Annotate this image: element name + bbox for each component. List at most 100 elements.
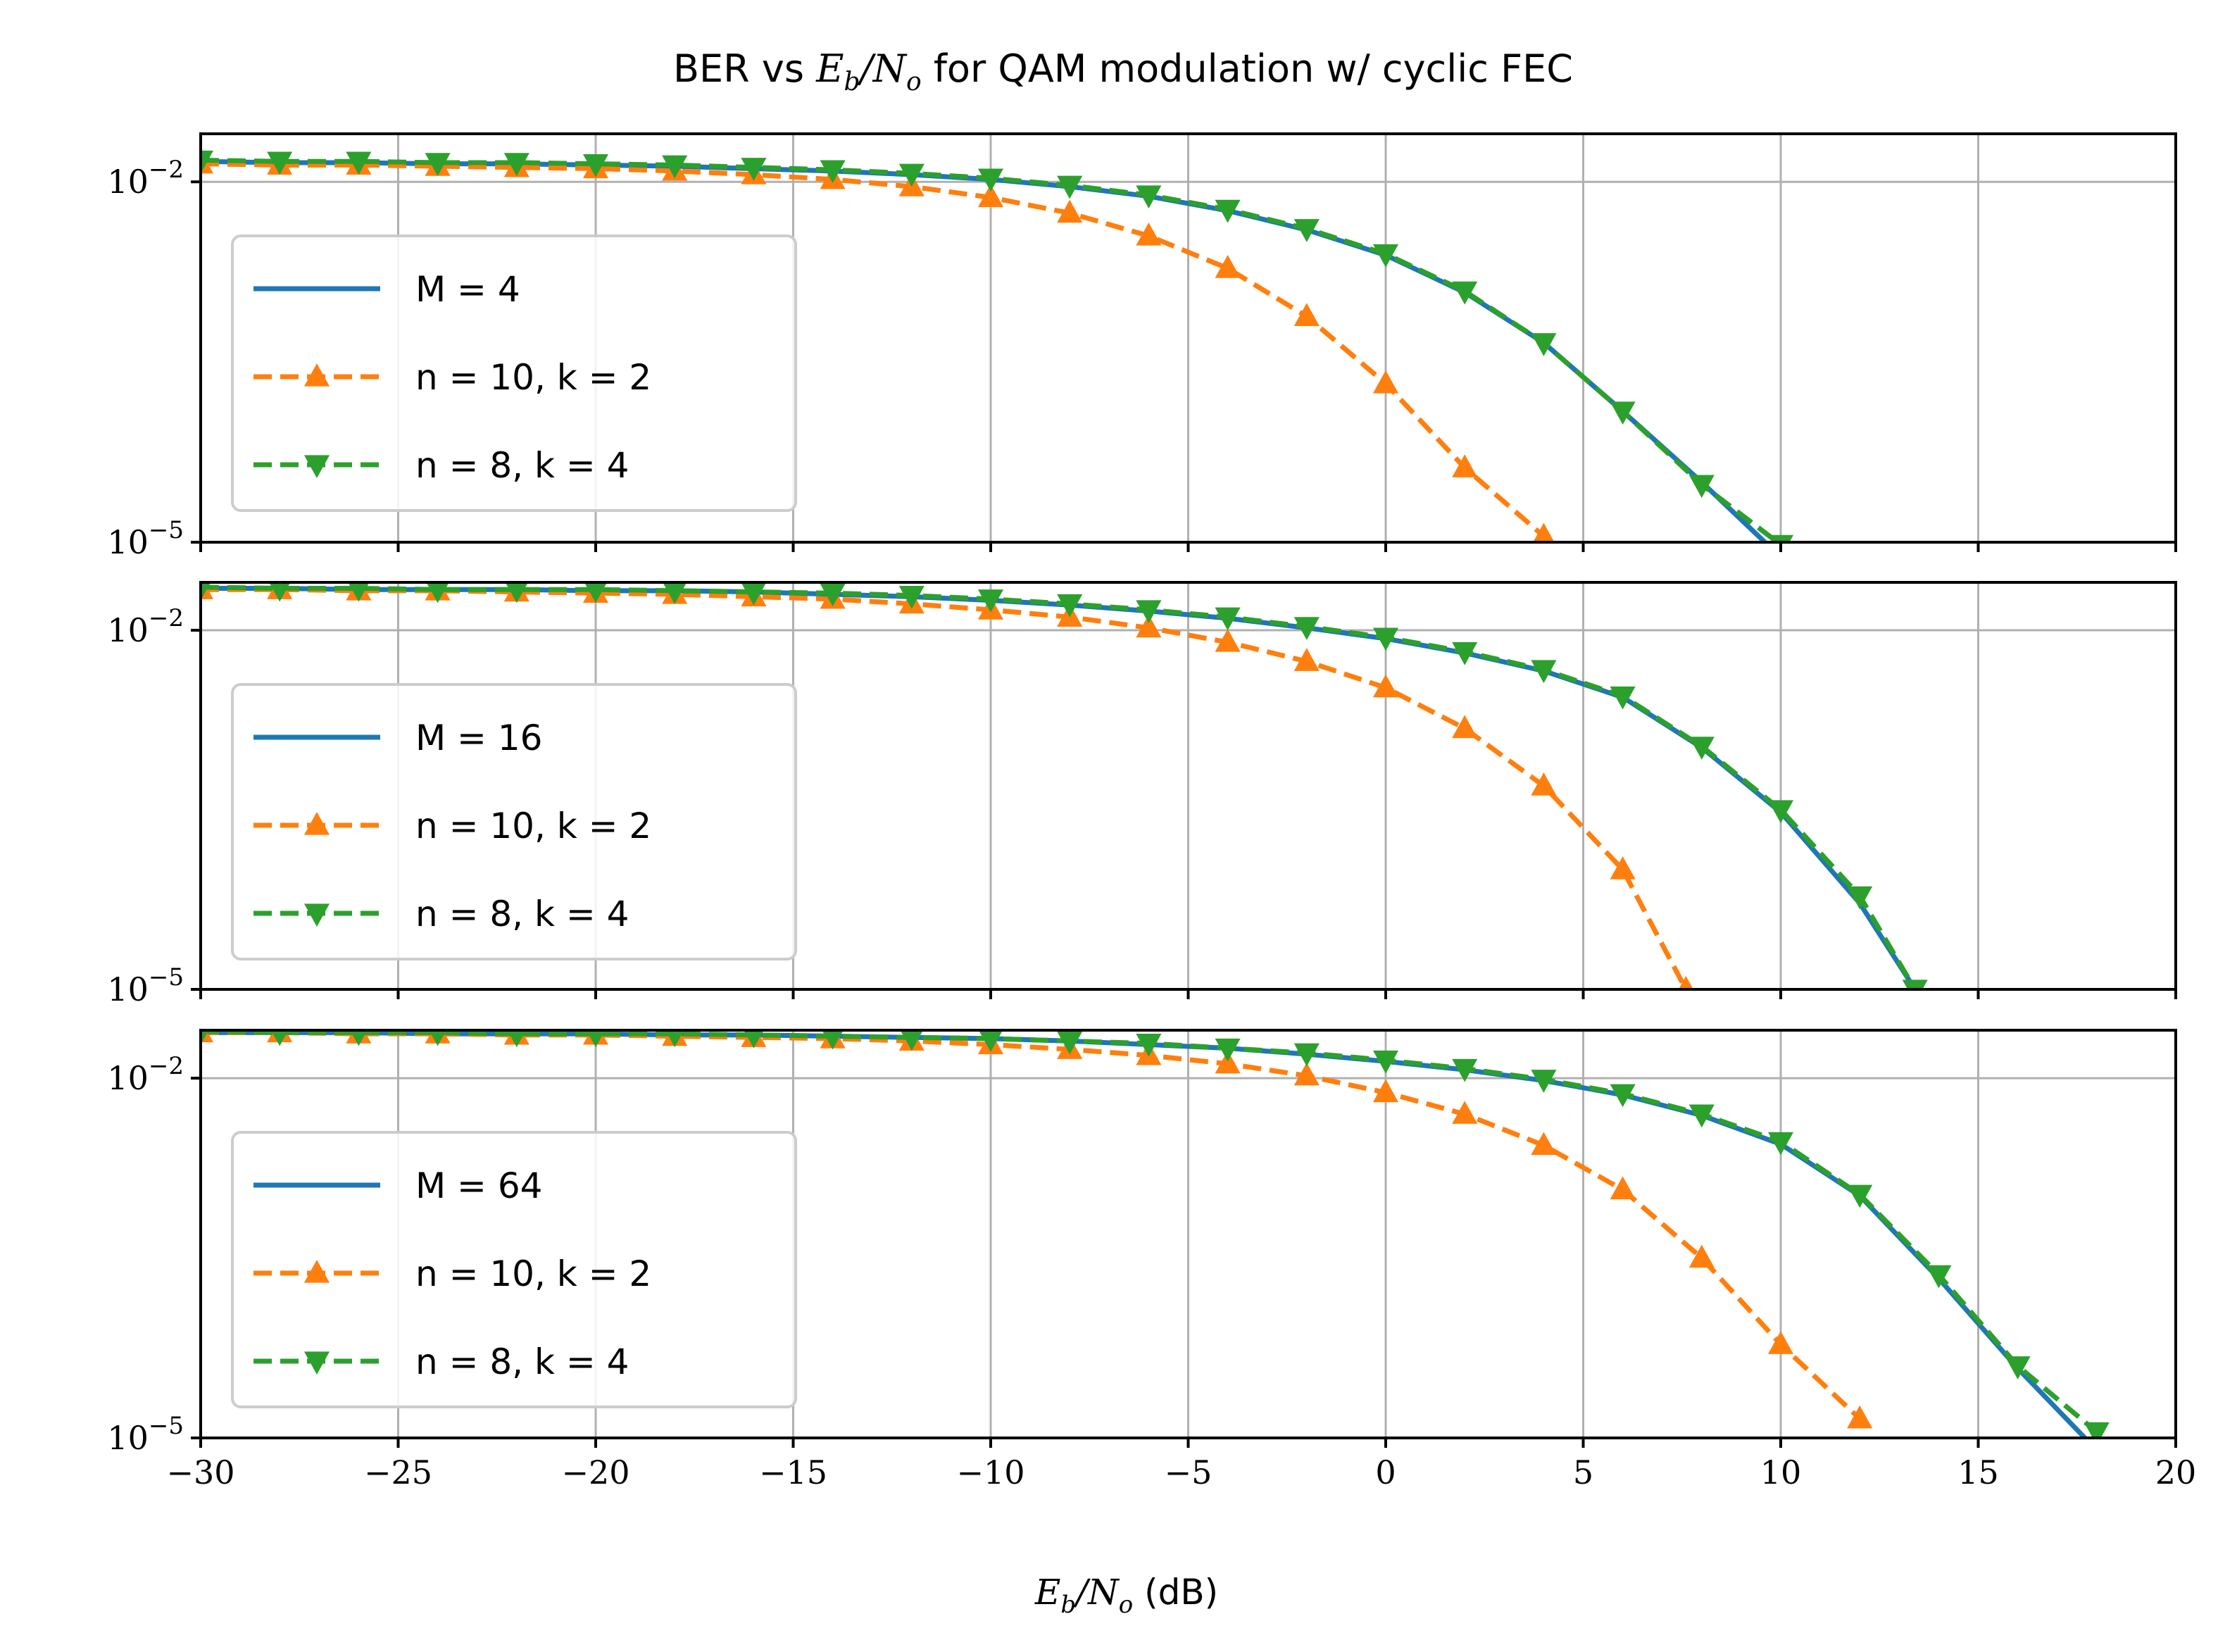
data-point (1215, 199, 1241, 223)
y-tick-label: 10−5 (107, 963, 184, 1008)
data-point (1531, 660, 1557, 684)
data-point (429, 1030, 446, 1046)
data-point (1847, 886, 1873, 910)
data-point (741, 582, 767, 606)
legend-frame (231, 234, 797, 512)
data-point (1057, 1031, 1083, 1055)
legend-label: n = 10, k = 2 (415, 806, 651, 846)
data-point (1678, 976, 1693, 989)
data-point (663, 582, 687, 604)
data-point (1136, 185, 1162, 208)
y-tick-base: 10 (107, 611, 149, 649)
data-point (1847, 1184, 1873, 1208)
data-point (1610, 856, 1636, 880)
y-tick-base: 10 (107, 970, 149, 1008)
chart-title: BER vs Eb/No for QAM modulation w/ cycli… (673, 46, 1573, 96)
panel-series-group (201, 582, 1928, 989)
legend-label: M = 64 (415, 1165, 542, 1206)
data-point (507, 1030, 527, 1048)
legend-swatch-marker (303, 1351, 330, 1375)
data-point (1136, 600, 1162, 624)
data-point (977, 168, 1004, 192)
xlabel-math-sub-o: o (1119, 1591, 1133, 1619)
data-point (505, 582, 528, 603)
y-tick-exponent: −2 (149, 604, 184, 632)
y-tick-label: 10−5 (107, 516, 184, 561)
y-tick-exponent: −5 (149, 1412, 184, 1440)
data-point (1610, 1084, 1636, 1108)
data-point (665, 1030, 684, 1048)
data-point (1767, 1132, 1794, 1156)
data-point (1372, 674, 1399, 698)
data-point (977, 184, 1004, 208)
legend-swatch-marker (303, 812, 330, 835)
data-point (1688, 1104, 1715, 1128)
data-point (1452, 642, 1478, 665)
data-point (1688, 475, 1715, 499)
data-point (822, 1030, 844, 1050)
data-point (820, 160, 846, 184)
data-point (1452, 1058, 1478, 1082)
data-point (1610, 686, 1636, 710)
data-point (1057, 199, 1083, 223)
legend: M = 16 n = 10, k = 2 n = 8, k = 4 (231, 683, 797, 960)
y-tick-exponent: −2 (149, 156, 184, 184)
data-point (1215, 255, 1241, 278)
legend-swatch-marker (303, 455, 330, 478)
legend-swatch-marker (303, 363, 330, 387)
data-point (1293, 1043, 1320, 1067)
x-tick-label: 5 (1573, 1453, 1593, 1491)
title-math-slash-n: /N (857, 46, 908, 91)
data-point (1136, 1034, 1162, 1057)
legend-frame (231, 683, 797, 960)
data-point (1057, 594, 1083, 618)
x-tick-label: 15 (1957, 1453, 1999, 1491)
data-point (1372, 1050, 1399, 1074)
data-point (1372, 244, 1399, 268)
data-point (1847, 1405, 1873, 1429)
data-point (1452, 454, 1478, 477)
data-point (267, 151, 293, 175)
y-tick-base: 10 (107, 1059, 149, 1097)
legend: M = 4 n = 10, k = 2 n = 8, k = 4 (231, 234, 797, 512)
data-point (348, 582, 370, 602)
x-tick-label: 10 (1760, 1453, 1802, 1491)
legend: M = 64 n = 10, k = 2 n = 8, k = 4 (231, 1131, 797, 1408)
data-point (741, 158, 767, 181)
data-point (201, 150, 214, 174)
legend-swatch-marker (303, 1260, 330, 1283)
data-point (582, 154, 609, 177)
data-point (1293, 617, 1320, 640)
y-tick-label: 10−2 (107, 604, 184, 649)
data-point (1215, 1038, 1241, 1062)
y-tick-base: 10 (107, 523, 149, 561)
data-point (1372, 627, 1399, 651)
data-point (1452, 1101, 1478, 1124)
data-point (1531, 1132, 1557, 1156)
data-point (1293, 648, 1320, 671)
x-tick-label: −25 (364, 1453, 432, 1491)
y-tick-label: 10−2 (107, 1052, 184, 1097)
title-prefix: BER vs (673, 46, 816, 91)
panel-1: 10 −2 10−5 M = 4n = 10, k = 2n = 8, k = 4 (107, 132, 2177, 561)
data-point (898, 586, 925, 609)
data-point (978, 1030, 1003, 1052)
data-point (1610, 1176, 1636, 1200)
y-tick-exponent: −5 (149, 963, 184, 991)
data-point (2084, 1422, 2110, 1438)
data-point (201, 582, 211, 601)
data-point (1215, 1050, 1241, 1074)
data-point (1136, 614, 1162, 638)
y-tick-exponent: −5 (149, 516, 184, 544)
data-point (584, 582, 608, 603)
data-point (1057, 175, 1083, 199)
legend-swatch-marker (303, 903, 330, 927)
title-math-sub-b: b (844, 68, 860, 96)
title-math-sub-o: o (906, 68, 922, 96)
data-point (1372, 370, 1399, 394)
legend-frame (231, 1131, 797, 1408)
data-point (1293, 303, 1320, 326)
data-point (1767, 800, 1794, 823)
y-tick-label: 10−5 (107, 1412, 184, 1457)
